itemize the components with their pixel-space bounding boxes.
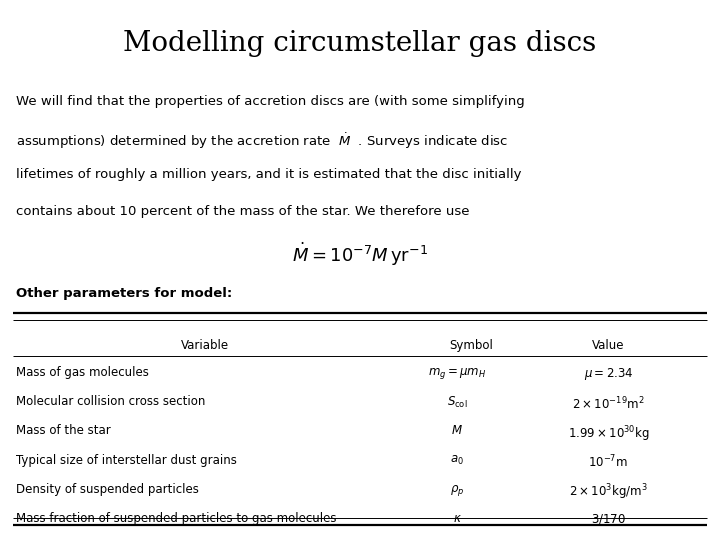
Text: $10^{-7}\mathrm{m}$: $10^{-7}\mathrm{m}$	[588, 454, 629, 470]
Text: Molecular collision cross section: Molecular collision cross section	[16, 395, 205, 408]
Text: Variable: Variable	[181, 339, 229, 352]
Text: $M$: $M$	[451, 424, 463, 437]
Text: $2 \times 10^{3}\mathrm{kg/m}^3$: $2 \times 10^{3}\mathrm{kg/m}^3$	[569, 483, 648, 502]
Text: Mass of gas molecules: Mass of gas molecules	[16, 366, 149, 379]
Text: lifetimes of roughly a million years, and it is estimated that the disc initiall: lifetimes of roughly a million years, an…	[16, 168, 521, 181]
Text: Typical size of interstellar dust grains: Typical size of interstellar dust grains	[16, 454, 237, 467]
Text: Other parameters for model:: Other parameters for model:	[16, 287, 232, 300]
Text: $3/170$: $3/170$	[591, 512, 626, 526]
Text: $1.99 \times 10^{30}\mathrm{kg}$: $1.99 \times 10^{30}\mathrm{kg}$	[567, 424, 649, 444]
Text: $2 \times 10^{-19}\mathrm{m}^2$: $2 \times 10^{-19}\mathrm{m}^2$	[572, 395, 644, 412]
Text: $\kappa$: $\kappa$	[453, 512, 462, 525]
Text: $\rho_p$: $\rho_p$	[450, 483, 464, 498]
Text: $\mu = 2.34$: $\mu = 2.34$	[584, 366, 633, 382]
Text: $m_g = \mu m_H$: $m_g = \mu m_H$	[428, 366, 487, 381]
Text: Mass of the star: Mass of the star	[16, 424, 111, 437]
Text: Value: Value	[592, 339, 625, 352]
Text: We will find that the properties of accretion discs are (with some simplifying: We will find that the properties of accr…	[16, 94, 525, 107]
Text: Mass fraction of suspended particles to gas molecules: Mass fraction of suspended particles to …	[16, 512, 336, 525]
Text: Symbol: Symbol	[450, 339, 493, 352]
Text: $a_0$: $a_0$	[450, 454, 464, 467]
Text: Density of suspended particles: Density of suspended particles	[16, 483, 199, 496]
Text: $S_{\mathrm{col}}$: $S_{\mathrm{col}}$	[447, 395, 467, 410]
Text: contains about 10 percent of the mass of the star. We therefore use: contains about 10 percent of the mass of…	[16, 205, 469, 218]
Text: Modelling circumstellar gas discs: Modelling circumstellar gas discs	[123, 30, 597, 57]
Text: $\dot{M} = 10^{-7}M\,\mathrm{yr}^{-1}$: $\dot{M} = 10^{-7}M\,\mathrm{yr}^{-1}$	[292, 240, 428, 268]
Text: assumptions) determined by the accretion rate  $\dot{M}$  . Surveys indicate dis: assumptions) determined by the accretion…	[16, 131, 508, 151]
